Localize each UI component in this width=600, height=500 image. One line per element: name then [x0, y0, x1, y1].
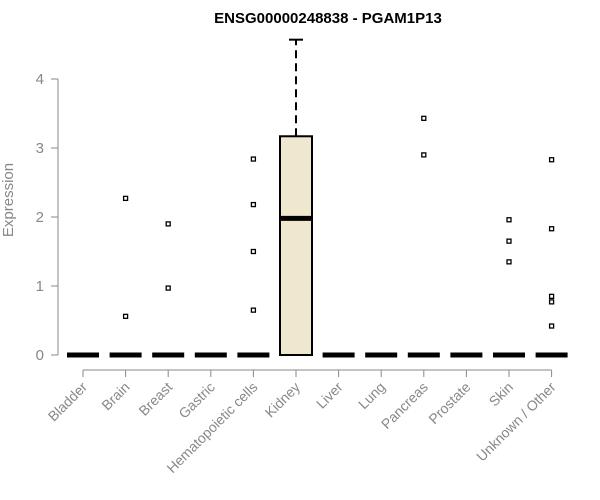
outlier-point [548, 226, 555, 232]
outlier-point [548, 323, 555, 329]
x-tick-label: Skin [486, 379, 517, 410]
box-body [279, 135, 313, 356]
y-tick-label: 0 [36, 347, 44, 364]
outlier-point [548, 157, 555, 163]
outlier-point [250, 156, 257, 162]
outlier-point [421, 152, 427, 158]
outlier-point [548, 299, 555, 305]
outlier-point [506, 217, 512, 223]
plot-area [67, 38, 568, 358]
outlier-point [506, 259, 512, 265]
x-tick-label: Prostate [425, 379, 473, 427]
outlier-point [506, 238, 512, 244]
outlier-point [122, 313, 129, 320]
box-pancreas [407, 115, 440, 358]
x-tick-label: Liver [313, 379, 346, 412]
outlier-point [421, 115, 427, 121]
x-tick-label: Lung [355, 379, 388, 412]
y-tick-label: 1 [36, 278, 44, 295]
x-tick-label: Unknown / Other [473, 379, 559, 465]
chart-title: ENSG00000248838 - PGAM1P13 [214, 10, 442, 27]
outlier-point [165, 285, 171, 291]
box-kidney [279, 38, 313, 356]
x-tick-label: Gastric [175, 379, 218, 422]
x-tick-label: Bladder [45, 379, 91, 425]
x-tick-label: Brain [98, 379, 132, 413]
box-skin [493, 217, 525, 358]
y-tick-label: 2 [36, 209, 44, 226]
outlier-point [165, 221, 171, 227]
x-tick-label: Kidney [262, 379, 304, 421]
x-tick-label: Breast [135, 379, 175, 419]
box-unknown-other [535, 157, 568, 358]
box-breast [152, 221, 185, 358]
x-tick-label: Pancreas [378, 379, 431, 432]
y-axis-label: Expression [0, 163, 17, 237]
outlier-point [250, 201, 257, 208]
y-tick-label: 3 [36, 140, 44, 157]
outlier-point [250, 248, 257, 255]
y-tick-label: 4 [36, 71, 44, 88]
box-hematopoietic-cells [237, 156, 270, 358]
box-brain [109, 195, 142, 358]
outlier-point [250, 307, 257, 313]
outlier-point [122, 195, 129, 202]
y-axis: 0 1 2 3 4 [36, 71, 59, 364]
outlier-point [548, 293, 555, 300]
